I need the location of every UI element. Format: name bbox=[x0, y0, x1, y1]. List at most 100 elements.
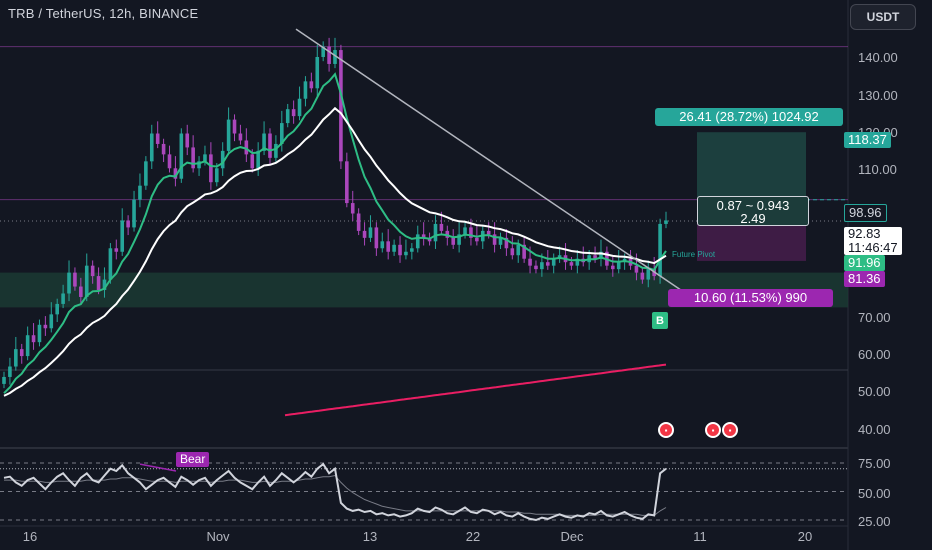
ema-slow-line bbox=[3, 106, 667, 397]
candle-body bbox=[132, 199, 136, 228]
candle-body bbox=[380, 241, 385, 249]
candle-body bbox=[362, 230, 367, 238]
candle-body bbox=[161, 143, 166, 155]
candle-body bbox=[392, 244, 396, 252]
candle-body bbox=[280, 123, 284, 144]
candle-body bbox=[345, 161, 349, 204]
x-tick: Nov bbox=[206, 529, 230, 544]
x-tick: 20 bbox=[797, 529, 813, 544]
candle-body bbox=[14, 349, 18, 367]
candle-body bbox=[31, 335, 36, 343]
candle-body bbox=[214, 168, 219, 183]
rsi-tick: 25.00 bbox=[858, 514, 891, 529]
candle-body bbox=[102, 279, 107, 291]
candle-body bbox=[640, 272, 645, 280]
bear-divergence-label: Bear bbox=[176, 452, 210, 467]
candle-body bbox=[368, 227, 373, 238]
candle-body bbox=[108, 248, 113, 280]
symbol-title: TRB / TetherUS, 12h, BINANCE bbox=[8, 6, 199, 21]
candle-body bbox=[545, 262, 550, 266]
candle-body bbox=[569, 262, 574, 266]
candle-body bbox=[664, 220, 668, 224]
last-price-tag: 92.83 11:46:47 bbox=[844, 227, 902, 255]
candle-body bbox=[321, 46, 325, 57]
candle-body bbox=[339, 50, 343, 162]
candle-body bbox=[185, 133, 190, 148]
candle-body bbox=[149, 133, 154, 162]
candle-body bbox=[457, 234, 461, 245]
candle-body bbox=[333, 50, 337, 64]
y-tick: 110.00 bbox=[858, 162, 897, 177]
risk-reward-line2: 2.49 bbox=[740, 211, 766, 226]
candle-body bbox=[439, 223, 444, 231]
candle-body bbox=[593, 255, 597, 259]
candle-body bbox=[350, 203, 355, 214]
bar-countdown: 11:46:47 bbox=[848, 240, 898, 255]
candle-body bbox=[510, 248, 515, 256]
x-tick: 16 bbox=[22, 529, 38, 544]
entry-price-tag: 98.96 bbox=[844, 204, 887, 222]
last-price-value: 92.83 bbox=[848, 226, 881, 241]
candle-body bbox=[79, 286, 83, 297]
candle-body bbox=[2, 376, 6, 384]
stop-info-label[interactable]: 10.60 (11.53%) 990 bbox=[668, 289, 833, 307]
candle-body bbox=[634, 265, 639, 273]
currency-button[interactable]: USDT bbox=[850, 4, 916, 30]
candle-body bbox=[327, 46, 331, 64]
candle-body bbox=[451, 237, 456, 245]
risk-reward-label[interactable]: 0.87 ~ 0.943 2.49 bbox=[697, 196, 809, 226]
rsi-signal-line bbox=[4, 474, 667, 516]
risk-reward-line1: 0.87 ~ 0.943 bbox=[716, 198, 790, 213]
stop-price-tag: 81.36 bbox=[844, 271, 885, 287]
x-tick: 22 bbox=[465, 529, 481, 544]
candle-body bbox=[492, 234, 497, 245]
candle-body bbox=[599, 251, 603, 259]
bear-divergence-line bbox=[139, 463, 177, 472]
y-tick: 130.00 bbox=[858, 88, 898, 103]
candle-body bbox=[244, 140, 249, 155]
candle-body bbox=[658, 223, 662, 277]
candle-body bbox=[297, 98, 302, 117]
candle-body bbox=[84, 265, 89, 297]
target-info-label[interactable]: 26.41 (28.72%) 1024.92 bbox=[655, 108, 843, 126]
candle-body bbox=[404, 251, 408, 256]
descending-trendline bbox=[295, 28, 687, 295]
candle-body bbox=[96, 276, 101, 291]
us-flag-event-icon[interactable]: ▪ bbox=[658, 422, 674, 438]
candle-body bbox=[268, 133, 272, 158]
candle-body bbox=[516, 244, 521, 256]
candle-body bbox=[19, 349, 24, 357]
candle-body bbox=[285, 109, 290, 124]
us-flag-event-icon[interactable]: ▪ bbox=[722, 422, 738, 438]
candle-body bbox=[232, 119, 237, 134]
candle-body bbox=[616, 262, 621, 270]
candle-body bbox=[37, 324, 42, 343]
candle-body bbox=[138, 185, 142, 200]
candle-body bbox=[291, 109, 296, 117]
us-flag-event-icon[interactable]: ▪ bbox=[705, 422, 721, 438]
candle-body bbox=[540, 262, 544, 270]
candle-body bbox=[611, 265, 615, 270]
candle-body bbox=[303, 81, 308, 99]
candle-body bbox=[197, 161, 201, 169]
candle-body bbox=[179, 133, 184, 179]
y-tick: 60.00 bbox=[858, 347, 891, 362]
candle-body bbox=[126, 220, 130, 228]
candle-body bbox=[256, 150, 260, 169]
target-price-tag: 118.37 bbox=[844, 132, 891, 148]
rsi-tick: 75.00 bbox=[858, 456, 891, 471]
candle-body bbox=[238, 133, 243, 141]
candle-body bbox=[90, 265, 95, 277]
candle-body bbox=[475, 237, 479, 242]
candle-body bbox=[386, 241, 390, 252]
candle-body bbox=[415, 234, 420, 249]
profit-zone bbox=[697, 132, 806, 200]
candle-body bbox=[114, 248, 119, 252]
ema-fast-line bbox=[3, 72, 667, 394]
candle-body bbox=[25, 335, 30, 357]
candle-body bbox=[203, 154, 207, 162]
ema-price-tag: 91.96 bbox=[844, 255, 885, 271]
candle-body bbox=[226, 119, 231, 151]
candle-body bbox=[575, 258, 580, 266]
